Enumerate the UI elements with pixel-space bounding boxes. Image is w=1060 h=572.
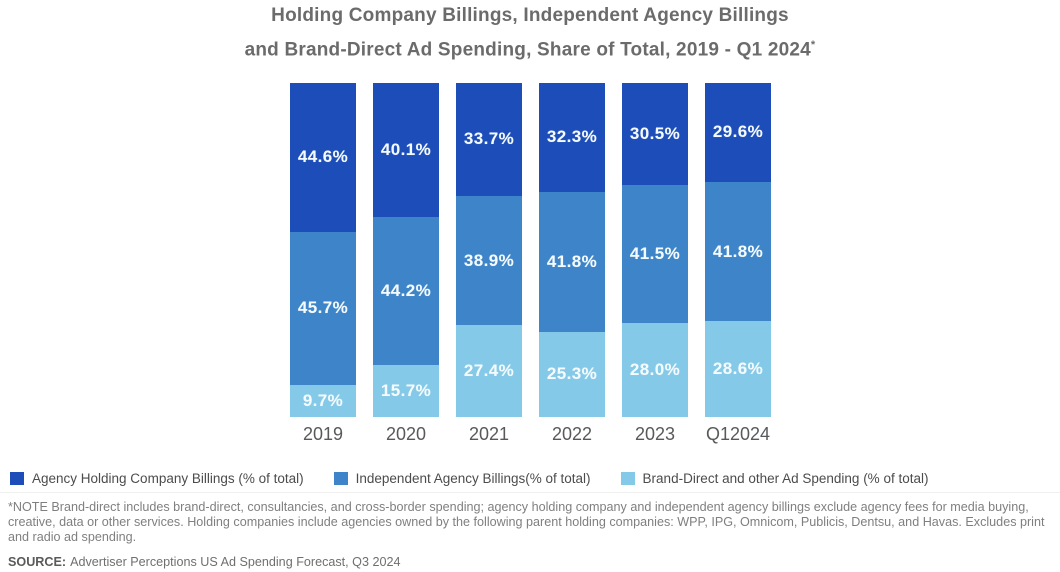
bar-segment: 9.7% [290,384,356,417]
x-axis-label: 2019 [302,424,344,444]
x-axis-label: 2023 [634,424,676,444]
legend-label: Agency Holding Company Billings (% of to… [32,471,304,486]
legend-swatch [10,472,24,485]
legend: Agency Holding Company Billings (% of to… [10,471,1050,486]
legend-item: Agency Holding Company Billings (% of to… [10,471,304,486]
bar-value-label: 44.2% [380,280,432,300]
stacked-bar-plot: 44.6% 45.7% 9.7% 40.1% 44.2% 15.7% 33.7% 38.9% 2… [290,83,771,417]
bar-value-label: 40.1% [380,139,432,159]
bar-value-label: 41.5% [629,244,681,264]
bar-value-label: 15.7% [380,380,432,400]
bar-value-label: 28.0% [629,360,681,380]
chart-title-line2: and Brand-Direct Ad Spending, Share of T… [0,39,1060,61]
legend-label: Independent Agency Billings(% of total) [355,471,591,486]
bar-2019: 44.6% 45.7% 9.7% [290,83,356,417]
bar-value-label: 25.3% [546,364,598,384]
bar-value-label: 9.7% [302,390,344,410]
bar-value-label: 45.7% [297,298,349,318]
chart-title-line2-text: and Brand-Direct Ad Spending, Share of T… [244,39,811,61]
bar-segment: 44.6% [290,83,356,232]
chart-title-line1: Holding Company Billings, Independent Ag… [271,5,789,26]
bar-segment: 38.9% [456,195,522,326]
bar-Q12024: 29.6% 41.8% 28.6% [705,83,771,417]
x-axis-label: Q12024 [705,424,771,444]
source-label: SOURCE: [8,555,67,569]
bar-segment: 27.4% [456,325,522,417]
bar-value-label: 29.6% [712,122,764,142]
source-text: Advertiser Perceptions US Ad Spending Fo… [70,555,401,569]
bar-2020: 40.1% 44.2% 15.7% [373,83,439,417]
bar-segment: 41.8% [705,181,771,322]
title-asterisk: * [810,39,816,51]
bar-value-label: 38.9% [463,250,515,270]
bar-value-label: 41.8% [546,251,598,271]
bar-value-label: 28.6% [712,359,764,379]
bar-segment: 45.7% [290,231,356,385]
bar-segment: 41.8% [539,191,605,332]
footnote-divider [0,492,1060,493]
bar-segment: 25.3% [539,331,605,417]
bar-value-label: 32.3% [546,127,598,147]
bar-value-label: 30.5% [629,123,681,143]
bar-segment: 33.7% [456,83,522,196]
bar-segment: 32.3% [539,83,605,192]
source-line: SOURCE: Advertiser Perceptions US Ad Spen… [8,555,401,569]
bar-segment: 29.6% [705,83,771,182]
bar-value-label: 44.6% [297,147,349,167]
legend-item: Brand-Direct and other Ad Spending (% of… [620,471,929,486]
bar-segment: 28.0% [622,323,688,417]
bar-2023: 30.5% 41.5% 28.0% [622,83,688,417]
bar-2021: 33.7% 38.9% 27.4% [456,83,522,417]
legend-item: Independent Agency Billings(% of total) [333,471,591,486]
legend-label: Brand-Direct and other Ad Spending (% of… [642,471,929,486]
bar-segment: 41.5% [622,184,688,324]
legend-swatch [620,472,635,485]
x-axis-labels: 2019 2020 2021 2022 2023 Q12024 [290,424,771,445]
footnote: *NOTE Brand-direct includes brand-direct… [8,500,1045,545]
bar-segment: 15.7% [373,364,439,417]
bar-value-label: 27.4% [463,361,515,381]
bar-segment: 30.5% [622,83,688,185]
legend-swatch [333,472,348,485]
x-axis-label: 2021 [468,424,510,444]
bar-segment: 28.6% [705,321,771,417]
bar-segment: 44.2% [373,216,439,365]
bar-segment: 40.1% [373,83,439,217]
x-axis-label: 2020 [385,424,427,444]
x-axis-label: 2022 [551,424,593,444]
bar-value-label: 33.7% [463,129,515,149]
bar-value-label: 41.8% [712,241,764,261]
bar-2022: 32.3% 41.8% 25.3% [539,83,605,417]
